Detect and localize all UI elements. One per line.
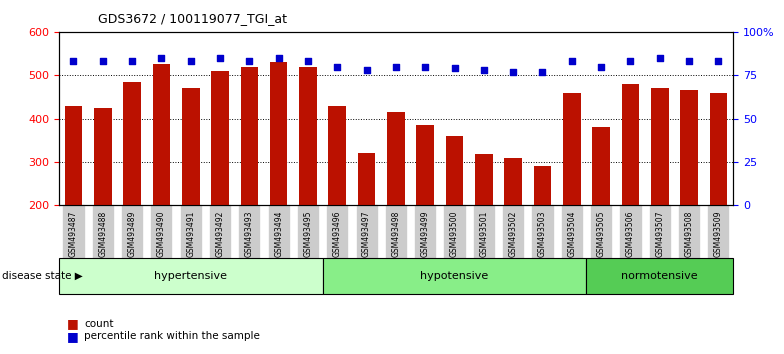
Text: ■: ■ [67, 330, 78, 343]
Point [683, 58, 695, 64]
Bar [241, 67, 258, 205]
Point [536, 69, 549, 75]
Point [155, 55, 168, 61]
Bar [358, 153, 376, 205]
Bar [593, 127, 610, 205]
Point [477, 67, 490, 73]
Text: normotensive: normotensive [622, 271, 698, 281]
Text: disease state ▶: disease state ▶ [2, 271, 82, 281]
Point [448, 65, 461, 71]
Text: hypotensive: hypotensive [420, 271, 488, 281]
Point [331, 64, 343, 69]
Bar [475, 154, 492, 205]
Point [419, 64, 431, 69]
Point [125, 58, 138, 64]
Bar [123, 82, 141, 205]
Point [214, 55, 227, 61]
Bar [651, 88, 669, 205]
Point [654, 55, 666, 61]
Point [565, 58, 578, 64]
Bar [211, 71, 229, 205]
Bar [299, 67, 317, 205]
Point [96, 58, 109, 64]
Text: ■: ■ [67, 318, 78, 330]
Point [712, 58, 724, 64]
Bar [94, 108, 111, 205]
Bar [64, 105, 82, 205]
Bar [622, 84, 639, 205]
Point [507, 69, 520, 75]
Bar [504, 159, 522, 205]
Bar [534, 166, 551, 205]
Text: count: count [84, 319, 114, 329]
Point [390, 64, 402, 69]
Point [272, 55, 285, 61]
Bar [387, 112, 405, 205]
Text: GDS3672 / 100119077_TGI_at: GDS3672 / 100119077_TGI_at [98, 12, 287, 25]
Point [243, 58, 256, 64]
Point [302, 58, 314, 64]
Point [361, 67, 373, 73]
Text: percentile rank within the sample: percentile rank within the sample [84, 331, 260, 341]
Point [184, 58, 197, 64]
Point [624, 58, 637, 64]
Bar [328, 105, 346, 205]
Bar [416, 125, 434, 205]
Point [595, 64, 608, 69]
Text: hypertensive: hypertensive [154, 271, 227, 281]
Bar [270, 62, 288, 205]
Bar [710, 93, 728, 205]
Bar [446, 136, 463, 205]
Bar [563, 93, 581, 205]
Bar [153, 64, 170, 205]
Bar [182, 88, 199, 205]
Bar [681, 90, 698, 205]
Point [67, 58, 80, 64]
